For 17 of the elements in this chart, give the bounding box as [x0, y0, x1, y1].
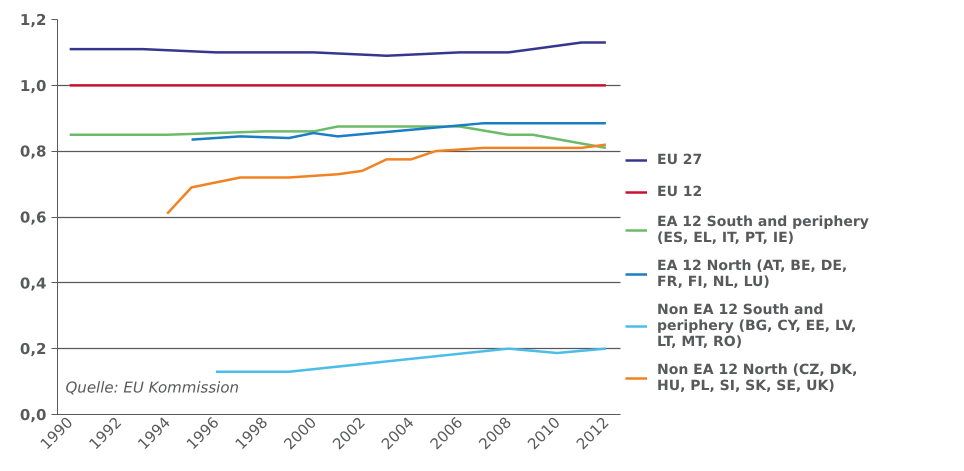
y-tick-label: 0,2	[20, 340, 47, 358]
annotation: Quelle: EU Kommission	[66, 378, 240, 396]
y-tick-label: 1,0	[20, 76, 47, 95]
line-series	[190, 122, 608, 141]
legend-label: EA 12 North (AT, BE, DE, FR, FI, NL, LU)	[657, 258, 848, 290]
legend-label: Non EA 12 North (CZ, DK, HU, PL, SI, SK, SE, UK)	[657, 362, 858, 394]
y-tick-label: 0,6	[20, 208, 47, 226]
legend-label: Non EA 12 South and periphery (BG, CY, EE, LV, LT, MT, RO)	[657, 302, 856, 350]
legend-label: EU 12	[657, 184, 702, 200]
y-tick-label: 1,2	[20, 11, 47, 29]
y-tick-label: 0,4	[20, 274, 47, 292]
y-tick-label: 0,8	[20, 142, 47, 161]
line-series	[68, 125, 608, 150]
legend-label: EU 27	[657, 152, 702, 168]
line-series	[68, 41, 608, 57]
line-series	[166, 143, 608, 215]
legend-label: EA 12 South and periphery (ES, EL, IT, PT, IE)	[657, 214, 869, 246]
